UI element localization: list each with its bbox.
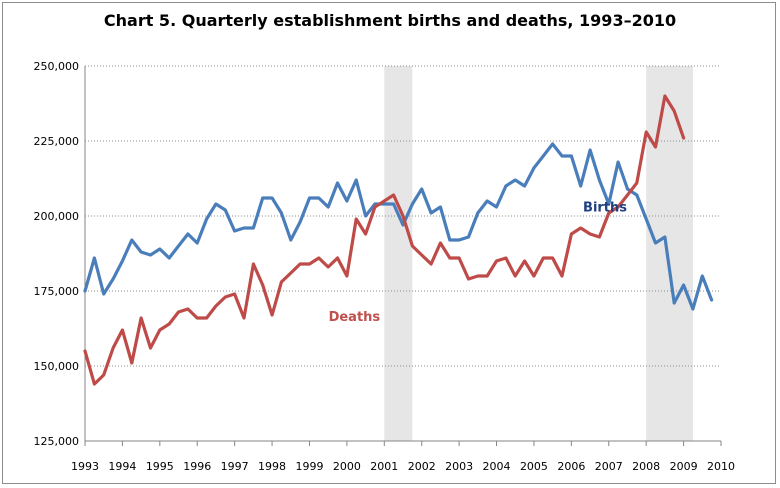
y-tick-label: 200,000 <box>34 210 80 223</box>
x-tick-label: 1993 <box>71 460 99 473</box>
recession-band <box>384 66 413 441</box>
x-tick-label: 1994 <box>108 460 136 473</box>
x-tick-label: 1995 <box>146 460 174 473</box>
series-lines <box>83 94 714 386</box>
y-tick-label: 250,000 <box>34 60 80 73</box>
chart-title: Chart 5. Quarterly establishment births … <box>103 11 677 30</box>
recession-shading <box>384 66 693 441</box>
x-tick-label: 2008 <box>632 460 660 473</box>
series-label-births: Births <box>583 201 627 216</box>
y-tick-label: 225,000 <box>34 135 80 148</box>
x-tick-label: 2004 <box>483 460 511 473</box>
x-tick-label: 2001 <box>370 460 398 473</box>
x-tick-label: 1996 <box>183 460 211 473</box>
series-line-deaths <box>83 94 686 386</box>
series-labels: Births Deaths <box>329 201 628 326</box>
y-tick-label: 150,000 <box>34 360 80 373</box>
x-tick-label: 2002 <box>408 460 436 473</box>
x-tick-label: 2010 <box>707 460 735 473</box>
x-tick-label: 2006 <box>557 460 585 473</box>
axes: 125,000 150,000 175,000 200,000 225,000 250,0… <box>34 60 736 473</box>
series-line-births <box>83 142 714 311</box>
x-tick-label: 2003 <box>445 460 473 473</box>
recession-band <box>646 66 693 441</box>
y-tick-label: 175,000 <box>34 285 80 298</box>
x-tick-label: 1998 <box>258 460 286 473</box>
x-tick-label: 2009 <box>670 460 698 473</box>
x-tick-label: 2007 <box>595 460 623 473</box>
line-chart: 125,000 150,000 175,000 200,000 225,000 250,0… <box>34 60 736 473</box>
x-tick-label: 1997 <box>221 460 249 473</box>
x-tick-label: 2000 <box>333 460 361 473</box>
series-label-deaths: Deaths <box>329 310 381 325</box>
y-tick-label: 125,000 <box>34 435 80 448</box>
x-tick-label: 1999 <box>295 460 323 473</box>
x-tick-label: 2005 <box>520 460 548 473</box>
